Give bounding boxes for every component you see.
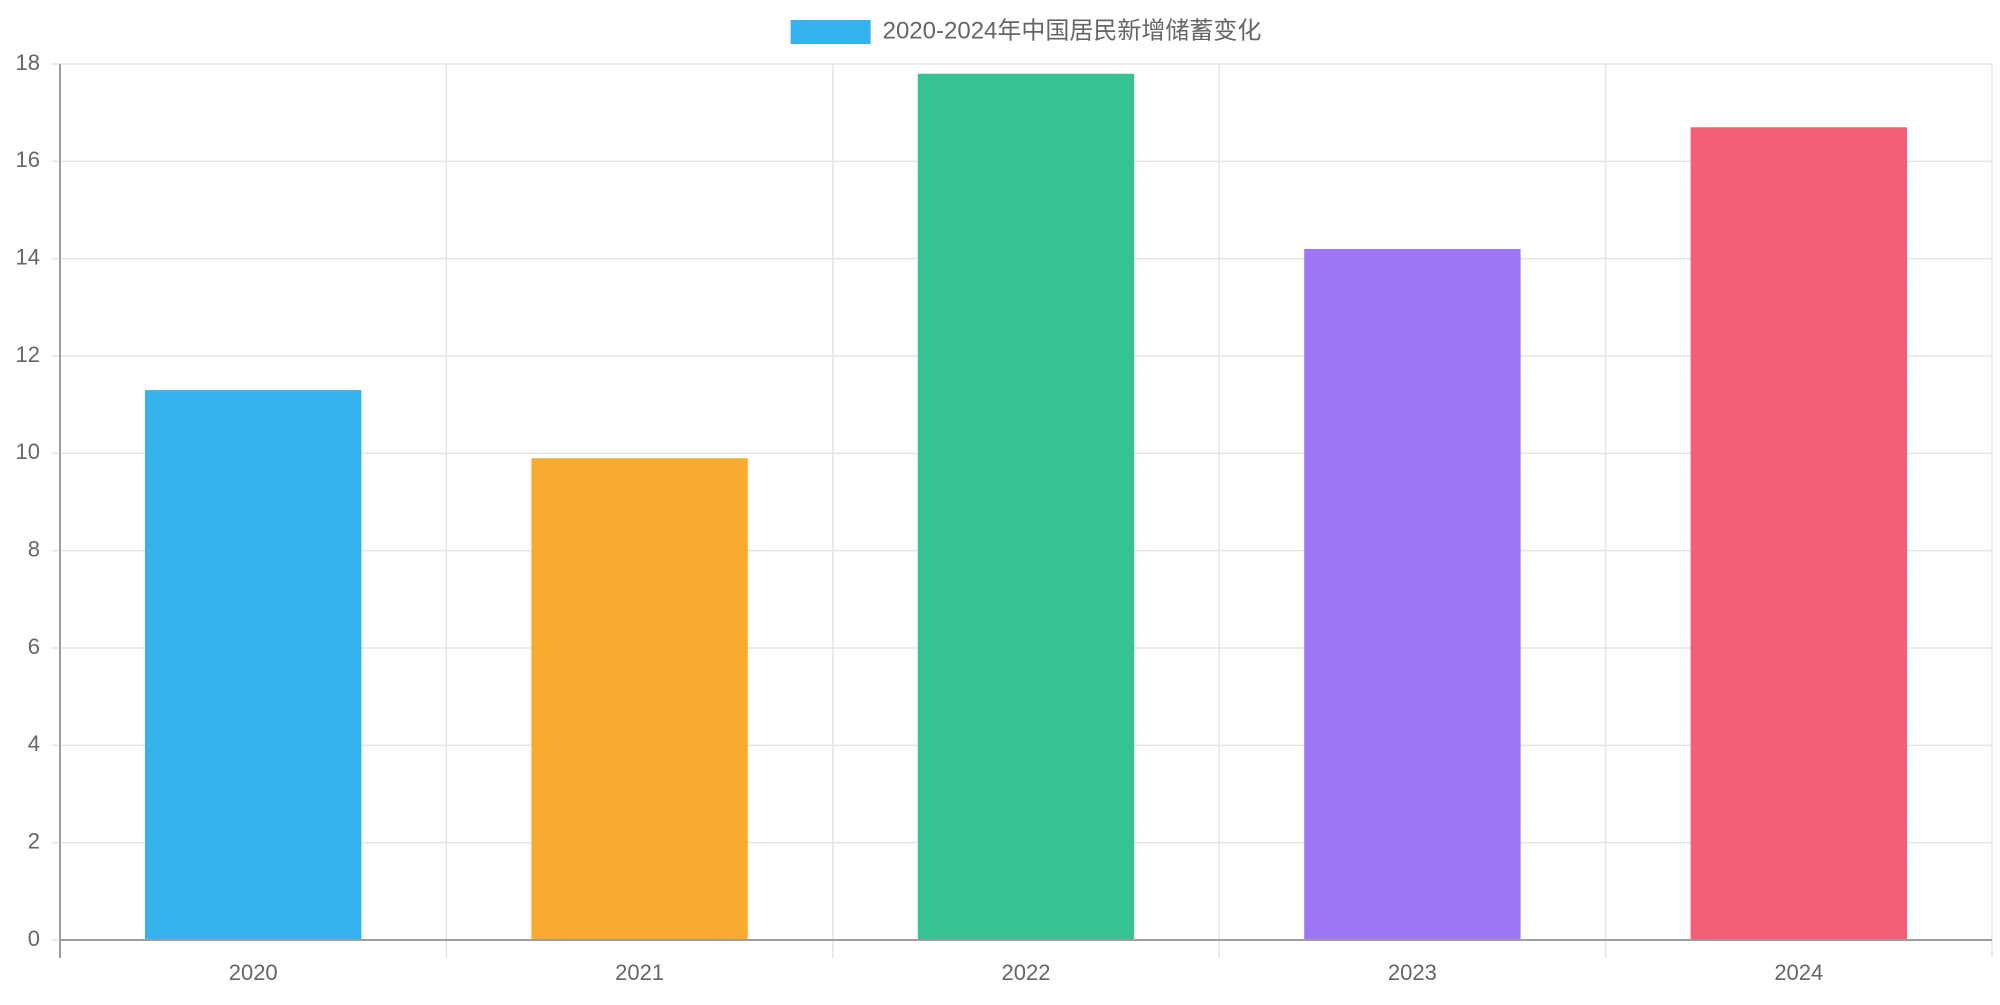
y-tick-label: 12 bbox=[16, 342, 40, 367]
x-tick-label: 2023 bbox=[1388, 960, 1437, 985]
y-tick-label: 0 bbox=[28, 926, 40, 951]
y-tick-label: 2 bbox=[28, 828, 40, 853]
y-tick-label: 8 bbox=[28, 536, 40, 561]
y-tick-label: 4 bbox=[28, 731, 40, 756]
bar-2023[interactable] bbox=[1304, 248, 1521, 940]
y-tick-label: 16 bbox=[16, 147, 40, 172]
bar-2022[interactable] bbox=[917, 73, 1135, 940]
x-tick-label: 2020 bbox=[229, 960, 278, 985]
legend[interactable]: 2020-2024年中国居民新增储蓄变化 bbox=[790, 17, 1262, 44]
bar-2024[interactable] bbox=[1690, 127, 1907, 941]
bar-2020[interactable] bbox=[145, 390, 362, 941]
bars-layer bbox=[145, 73, 1907, 941]
y-tick-label: 6 bbox=[28, 634, 40, 659]
x-tick-label: 2022 bbox=[1002, 960, 1051, 985]
bar-2021[interactable] bbox=[531, 458, 748, 940]
axes-layer: 0 2 4 6 8 10 12 14 16 18 2020 2021 2022 2023 2024 bbox=[16, 50, 1992, 985]
x-tick-label: 2024 bbox=[1774, 960, 1823, 985]
y-tick-label: 10 bbox=[16, 439, 40, 464]
legend-label[interactable]: 2020-2024年中国居民新增储蓄变化 bbox=[883, 17, 1262, 44]
y-tick-label: 14 bbox=[16, 244, 40, 269]
y-tick-label: 18 bbox=[16, 50, 40, 75]
x-tick-label: 2021 bbox=[615, 960, 664, 985]
legend-swatch[interactable] bbox=[790, 20, 871, 44]
